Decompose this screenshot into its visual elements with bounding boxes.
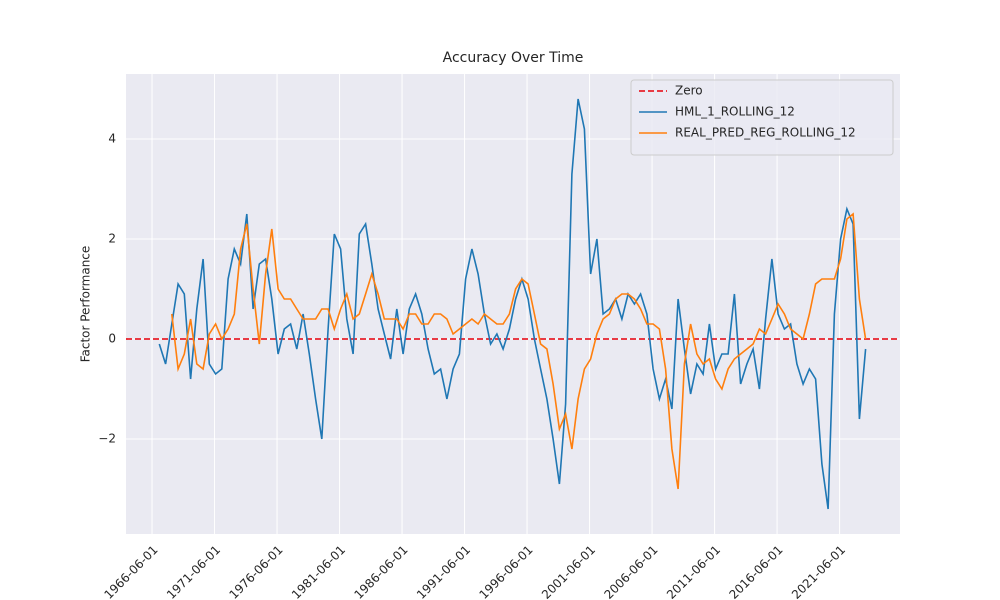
x-tick-label: 1996-06-01: [476, 543, 535, 600]
series-line: [171, 212, 867, 490]
x-tick-label: 1966-06-01: [101, 543, 160, 600]
x-tick-label: 2011-06-01: [664, 543, 723, 600]
y-tick-label: 4: [108, 132, 116, 146]
y-tick-label: −2: [98, 432, 116, 446]
x-tick-label: 1986-06-01: [351, 543, 410, 600]
x-tick-label: 1991-06-01: [414, 543, 473, 600]
chart-title: Accuracy Over Time: [443, 50, 584, 66]
legend-label: Zero: [675, 84, 703, 98]
legend-box: [630, 79, 894, 156]
legend-label: REAL_PRED_REG_ROLLING_12: [675, 126, 856, 140]
x-tick-label: 2016-06-01: [726, 543, 785, 600]
y-tick-label: 0: [108, 332, 116, 346]
series-line: [158, 98, 867, 510]
legend-label: HML_1_ROLLING_12: [675, 105, 795, 119]
x-tick-label: 1981-06-01: [289, 543, 348, 600]
x-tick-label: 1976-06-01: [226, 543, 285, 600]
x-tick-label: 1971-06-01: [164, 543, 223, 600]
y-axis-label: Factor Performance: [79, 246, 93, 363]
x-tick-label: 2021-06-01: [789, 543, 848, 600]
x-tick-label: 2001-06-01: [539, 543, 598, 600]
x-tick-label: 2006-06-01: [601, 543, 660, 600]
y-tick-label: 2: [108, 232, 116, 246]
